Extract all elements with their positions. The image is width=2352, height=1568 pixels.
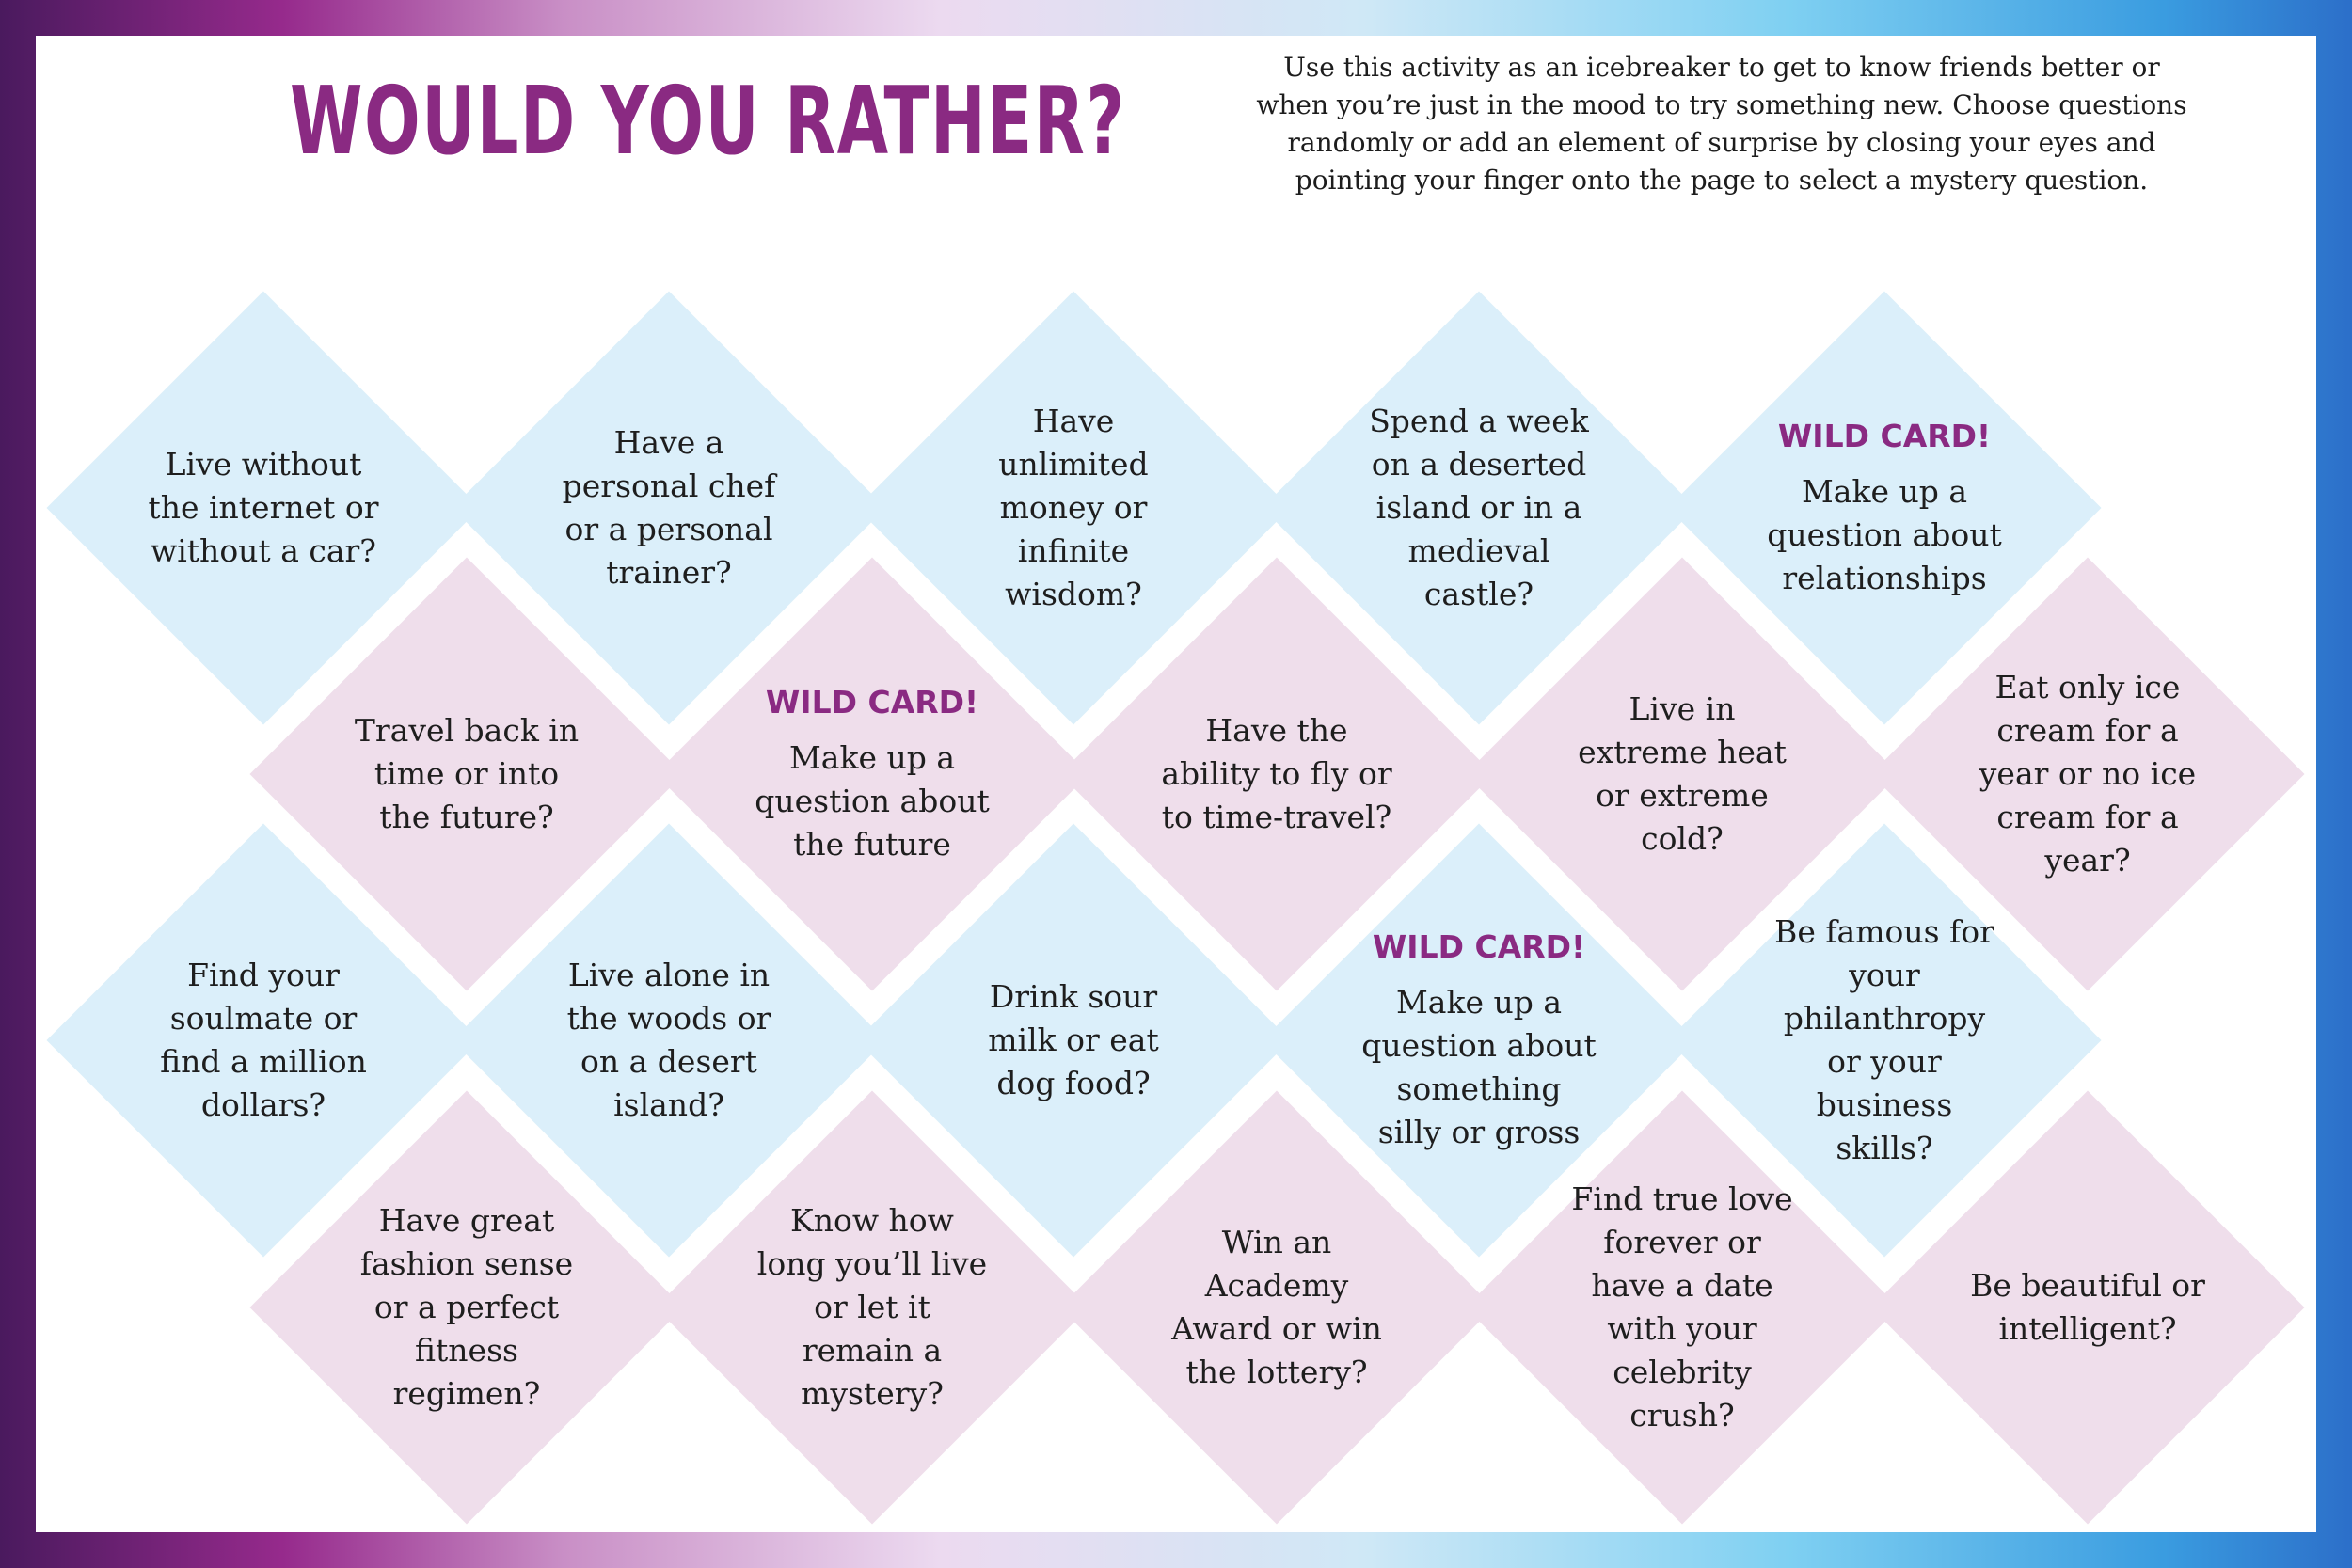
question-text: Have the ability to fly or to time-trave… [1161, 712, 1392, 835]
question-text: Live in extreme heat or extreme cold? [1578, 690, 1787, 857]
question-text: Have unlimited money or infinite wisdom? [998, 403, 1149, 612]
question-text: Win an Academy Award or win the lottery? [1171, 1224, 1382, 1390]
question-text: Be beautiful or intelligent? [1970, 1267, 2205, 1347]
question-text: Have a personal chef or a personal train… [562, 424, 776, 591]
question-text: Make up a question about relationships [1767, 473, 2002, 596]
question-diamond: Know how long you’ll live or let it rema… [655, 1090, 1089, 1525]
question-diamond: Find true love forever or have a date wi… [1465, 1090, 1899, 1525]
question-diamond: Eat only ice cream for a year or no ice … [1870, 557, 2305, 991]
question-text: Live without the internet or without a c… [148, 446, 379, 569]
wild-card-diamond: WILD CARD! Make up a question about some… [1262, 823, 1696, 1258]
question-diamond: Spend a week on a deserted island or in … [1262, 291, 1696, 725]
question-text: Have great fashion sense or a perfect fi… [359, 1202, 574, 1412]
question-text: Make up a question about the future [755, 739, 990, 863]
question-text: Travel back in time or into the future? [354, 712, 580, 835]
wild-card-label: WILD CARD! [1372, 928, 1586, 965]
wild-card-label: WILD CARD! [1777, 418, 1992, 454]
wild-card-label: WILD CARD! [765, 684, 979, 721]
question-diamond: Have unlimited money or infinite wisdom? [856, 291, 1291, 725]
wild-card-diamond: WILD CARD! Make up a question about the … [655, 557, 1089, 991]
question-text: Eat only ice cream for a year or no ice … [1979, 669, 2197, 879]
question-text: Live alone in the woods or on a desert i… [566, 957, 771, 1123]
question-text: Make up a question about something silly… [1361, 984, 1597, 1150]
question-diamond: Be famous for your philanthropy or your … [1667, 823, 2102, 1258]
question-diamond: Live alone in the woods or on a desert i… [452, 823, 886, 1258]
question-text: Drink sour milk or eat dog food? [988, 978, 1159, 1101]
question-diamond: Travel back in time or into the future? [249, 557, 684, 991]
question-diamond: Find your soulmate or find a million dol… [46, 823, 481, 1258]
question-text: Spend a week on a deserted island or in … [1369, 403, 1589, 612]
question-diamond: Be beautiful or intelligent? [1870, 1090, 2305, 1525]
question-diamond: Live without the internet or without a c… [46, 291, 481, 725]
question-text: Know how long you’ll live or let it rema… [756, 1202, 988, 1412]
page-title: WOULD YOU RATHER? [290, 66, 1126, 176]
question-text: Find true love forever or have a date wi… [1571, 1180, 1793, 1433]
question-diamond: Win an Academy Award or win the lottery? [1059, 1090, 1494, 1525]
question-diamond: Drink sour milk or eat dog food? [856, 823, 1291, 1258]
question-text: Be famous for your philanthropy or your … [1774, 913, 1994, 1166]
question-diamond: Have great fashion sense or a perfect fi… [249, 1090, 684, 1525]
intro-text: Use this activity as an icebreaker to ge… [1256, 52, 2187, 196]
question-text: Find your soulmate or find a million dol… [160, 957, 367, 1123]
question-diamond: Have a personal chef or a personal train… [452, 291, 886, 725]
question-diamond: Live in extreme heat or extreme cold? [1465, 557, 1899, 991]
question-diamond: Have the ability to fly or to time-trave… [1059, 557, 1494, 991]
wild-card-diamond: WILD CARD! Make up a question about rela… [1667, 291, 2102, 725]
